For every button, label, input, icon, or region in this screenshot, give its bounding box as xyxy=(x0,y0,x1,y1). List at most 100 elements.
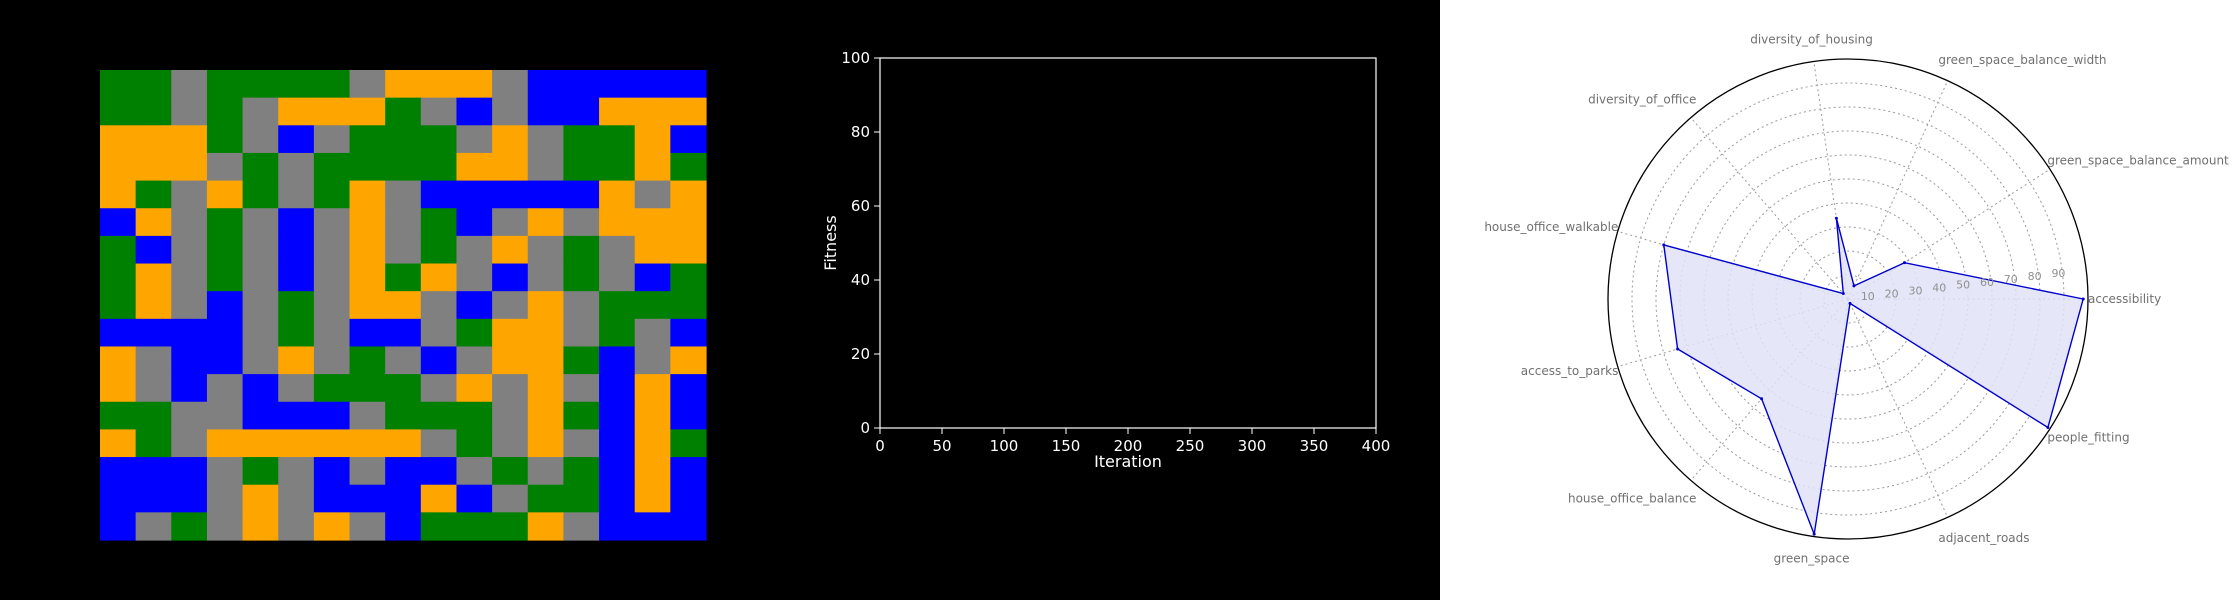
grid-cell-road xyxy=(349,457,386,486)
grid-cell-housing xyxy=(206,180,244,209)
grid-cell-office xyxy=(456,291,493,320)
grid-cell-office xyxy=(135,457,172,486)
grid-cell-road xyxy=(492,70,529,99)
x-tick-label: 100 xyxy=(990,437,1019,455)
grid-cell-housing xyxy=(527,512,565,541)
grid-cell-office xyxy=(599,429,636,458)
grid-cell-road xyxy=(206,457,244,486)
y-tick-label: 20 xyxy=(851,345,870,363)
grid-cell-road xyxy=(349,401,386,431)
grid-cell-housing xyxy=(135,291,172,320)
grid-cell-green xyxy=(563,484,600,513)
grid-cell-office xyxy=(634,512,671,541)
grid-cell-green xyxy=(599,125,636,154)
grid-cell-housing xyxy=(670,180,707,209)
radar-data-point xyxy=(1903,261,1907,265)
x-tick-label: 300 xyxy=(1238,437,1267,455)
grid-cell-green xyxy=(670,291,707,320)
grid-cell-road xyxy=(527,263,565,292)
x-tick-label: 250 xyxy=(1176,437,1205,455)
grid-cell-road xyxy=(527,457,565,486)
grid-cell-green xyxy=(349,346,386,375)
grid-cell-housing xyxy=(242,484,279,513)
grid-cell-housing xyxy=(349,263,386,292)
grid-cell-housing xyxy=(100,374,137,403)
grid-cell-office xyxy=(420,457,458,486)
radar-category-label: diversity_of_housing xyxy=(1750,33,1873,47)
x-axis-ticks: 0 50 100 150 200 250 300 350 400 xyxy=(875,428,1390,455)
grid-cell-office xyxy=(599,512,636,541)
grid-cell-green xyxy=(135,401,172,431)
grid-cell-housing xyxy=(527,429,565,458)
grid-cell-office xyxy=(492,263,529,292)
grid-cell-road xyxy=(313,291,351,320)
grid-cell-road xyxy=(242,318,279,348)
grid-cell-housing xyxy=(349,208,386,237)
grid-cell-green xyxy=(313,152,351,182)
grid-cell-road xyxy=(135,374,172,403)
radar-data-point xyxy=(1662,243,1666,247)
x-tick-label: 350 xyxy=(1300,437,1329,455)
grid-cell-office xyxy=(171,346,208,375)
grid-cell-green xyxy=(206,70,244,99)
grid-cell-office xyxy=(420,346,458,375)
radar-tick-label: 30 xyxy=(1908,284,1922,297)
grid-cell-green xyxy=(492,457,529,486)
radar-category-label: green_space_balance_amount xyxy=(2047,154,2229,168)
grid-cell-office xyxy=(670,401,707,431)
grid-cell-office xyxy=(100,512,137,541)
grid-cell-road xyxy=(563,318,600,348)
grid-cell-office xyxy=(206,346,244,375)
grid-cell-road xyxy=(634,318,671,348)
grid-cell-office xyxy=(171,457,208,486)
grid-cell-office xyxy=(313,401,351,431)
grid-cell-office xyxy=(135,235,172,265)
grid-cell-green xyxy=(100,235,137,265)
grid-cell-green xyxy=(492,512,529,541)
grid-cell-office xyxy=(349,484,386,513)
grid-cell-green xyxy=(599,291,636,320)
grid-cell-green xyxy=(206,97,244,126)
grid-cell-office xyxy=(278,263,315,292)
grid-cell-road xyxy=(634,346,671,375)
radar-tick-label: 10 xyxy=(1861,290,1875,303)
grid-cell-office xyxy=(599,484,636,513)
grid-cell-green xyxy=(349,152,386,182)
grid-cell-road xyxy=(456,235,493,265)
grid-cell-road xyxy=(171,70,208,99)
grid-cell-housing xyxy=(634,429,671,458)
radar-data-point xyxy=(1834,216,1838,220)
grid-cell-road xyxy=(278,512,315,541)
grid-cell-office xyxy=(313,484,351,513)
grid-cell-road xyxy=(349,70,386,99)
grid-cell-road xyxy=(278,374,315,403)
y-tick-label: 0 xyxy=(860,419,870,437)
grid-cell-housing xyxy=(634,401,671,431)
grid-cell-office xyxy=(385,512,422,541)
grid-cell-housing xyxy=(599,97,636,126)
grid-cell-green xyxy=(100,70,137,99)
grid-cell-green xyxy=(563,152,600,182)
grid-cell-road xyxy=(456,263,493,292)
grid-cell-road xyxy=(242,291,279,320)
grid-cell-road xyxy=(171,180,208,209)
grid-cell-office xyxy=(456,97,493,126)
grid-cell-green xyxy=(670,429,707,458)
grid-cell-road xyxy=(171,208,208,237)
grid-cell-green xyxy=(670,263,707,292)
radar-tick-label: 40 xyxy=(1932,282,1946,295)
grid-cell-housing xyxy=(349,429,386,458)
grid-cell-housing xyxy=(634,152,671,182)
grid-cell-green xyxy=(563,346,600,375)
radar-data-point xyxy=(1848,301,1852,305)
grid-cell-road xyxy=(563,512,600,541)
radar-data-point xyxy=(1841,292,1845,296)
grid-cell-green xyxy=(456,512,493,541)
grid-cell-road xyxy=(313,235,351,265)
grid-cell-office xyxy=(206,318,244,348)
grid-cell-housing xyxy=(670,235,707,265)
grid-cell-green xyxy=(349,125,386,154)
x-tick-label: 0 xyxy=(875,437,885,455)
radar-data-point xyxy=(1852,284,1856,288)
grid-cell-road xyxy=(135,512,172,541)
